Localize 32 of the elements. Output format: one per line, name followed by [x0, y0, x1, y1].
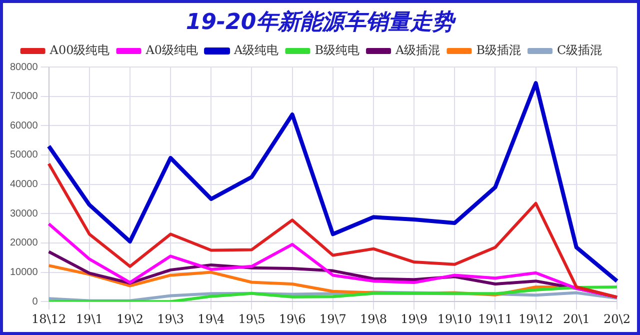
- x-tick-label: 19\7: [319, 312, 346, 326]
- y-tick-label: 0: [32, 296, 38, 308]
- x-tick-label: 19\2: [116, 312, 144, 326]
- x-tick-label: 19\6: [278, 312, 306, 326]
- y-tick-label: 30000: [10, 208, 38, 220]
- x-tick-label: 20\1: [562, 312, 590, 326]
- x-tick-label: 19\9: [400, 312, 428, 326]
- y-tick-label: 80000: [10, 62, 38, 73]
- x-tick-label: 19\4: [198, 312, 225, 326]
- x-tick-label: 19\1: [76, 312, 103, 326]
- x-tick-label: 19\3: [157, 312, 184, 326]
- legend-label: B级插混: [476, 43, 522, 58]
- x-tick-label: 19\12: [518, 312, 554, 326]
- legend-label: C级插混: [557, 43, 602, 58]
- legend-label: A级插混: [394, 43, 440, 58]
- y-tick-label: 70000: [10, 91, 38, 102]
- x-tick-label: 19\8: [360, 312, 387, 326]
- chart-title: 19-20年新能源车销量走势: [184, 9, 458, 37]
- y-tick-label: 20000: [10, 238, 38, 249]
- y-tick-label: 10000: [10, 267, 38, 278]
- x-tick-label: 19\10: [437, 312, 472, 326]
- legend-label: A0级纯电: [144, 43, 198, 58]
- x-tick-label: 19\11: [478, 312, 513, 326]
- legend-label: A级纯电: [233, 43, 279, 58]
- y-tick-label: 40000: [10, 179, 38, 190]
- legend-label: A00级纯电: [48, 43, 110, 58]
- x-tick-label: 19\5: [238, 312, 266, 326]
- x-tick-label: 20\2: [604, 312, 630, 326]
- legend-label: B级纯电: [314, 43, 360, 58]
- y-tick-label: 60000: [10, 120, 38, 132]
- y-tick-label: 50000: [10, 150, 38, 161]
- x-tick-label: 18\12: [32, 312, 66, 326]
